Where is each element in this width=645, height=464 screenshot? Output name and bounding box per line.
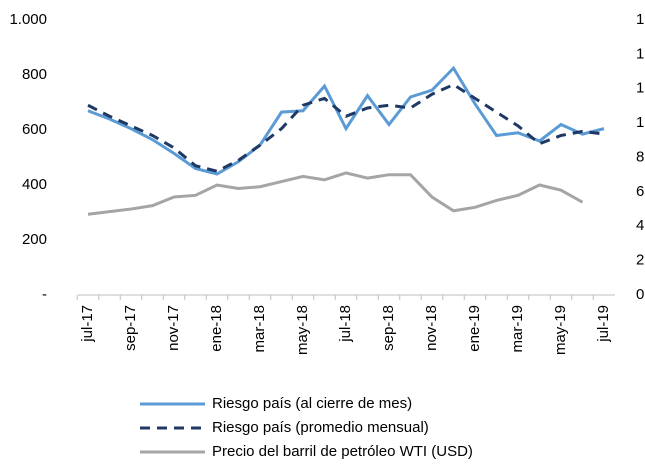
y-tick-label: 600	[22, 121, 47, 138]
x-tick-label: sep-18	[380, 305, 397, 351]
y2-tick-label: 0	[636, 286, 644, 303]
y2-tick-label: 1	[636, 45, 644, 62]
x-tick-label: mar-18	[251, 305, 268, 353]
x-tick-label: mar-19	[509, 305, 526, 353]
y2-tick-label: 2	[636, 252, 644, 269]
y2-tick-label: 8	[636, 148, 644, 165]
x-tick-label: sep-17	[122, 305, 139, 351]
y-tick-label: 200	[22, 231, 47, 248]
y2-tick-label: 6	[636, 183, 644, 200]
x-tick-label: nov-17	[165, 305, 182, 351]
y-tick-label: 400	[22, 176, 47, 193]
y-tick-label: 1.000	[9, 11, 47, 28]
y2-tick-label: 1	[636, 80, 644, 97]
x-tick-label: jul-18	[337, 305, 354, 343]
series-line	[87, 171, 584, 216]
series-line	[87, 82, 605, 173]
x-tick-label: ene-19	[466, 305, 483, 352]
legend-label: Riesgo país (promedio mensual)	[212, 419, 429, 436]
x-tick-label: nov-18	[423, 305, 440, 351]
x-tick-label: jul-17	[79, 305, 96, 343]
y2-tick-label: 1	[636, 114, 644, 131]
legend-label: Precio del barril de petróleo WTI (USD)	[212, 443, 473, 460]
y2-tick-label: 4	[636, 217, 644, 234]
y-tick-label: 800	[22, 66, 47, 83]
legend-label: Riesgo país (al cierre de mes)	[212, 395, 412, 412]
y2-tick-label: 1	[636, 11, 644, 28]
x-tick-label: may-18	[294, 305, 311, 355]
series-line	[87, 65, 605, 176]
y-tick-label: -	[42, 286, 47, 303]
x-tick-label: jul-19	[595, 305, 612, 343]
x-tick-label: ene-18	[208, 305, 225, 352]
x-tick-label: may-19	[552, 305, 569, 355]
